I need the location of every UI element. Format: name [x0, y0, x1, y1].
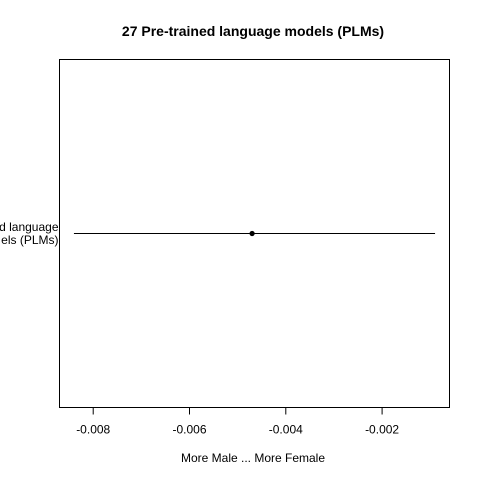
- category-label: els (PLMs): [1, 233, 58, 247]
- x-axis-label: More Male ... More Female: [181, 451, 325, 465]
- x-tick-label: -0.004: [269, 423, 303, 437]
- x-tick-label: -0.006: [172, 423, 206, 437]
- x-axis: -0.008 -0.006 -0.004 -0.002: [76, 407, 399, 437]
- plot-frame: [59, 59, 450, 408]
- chart-title: 27 Pre-trained language models (PLMs): [122, 23, 384, 39]
- data-marks: [73, 230, 436, 237]
- x-tick-label: -0.008: [76, 423, 110, 437]
- point-estimate: [249, 230, 255, 237]
- category-label: d language: [0, 220, 59, 234]
- x-tick-label: -0.002: [365, 423, 399, 437]
